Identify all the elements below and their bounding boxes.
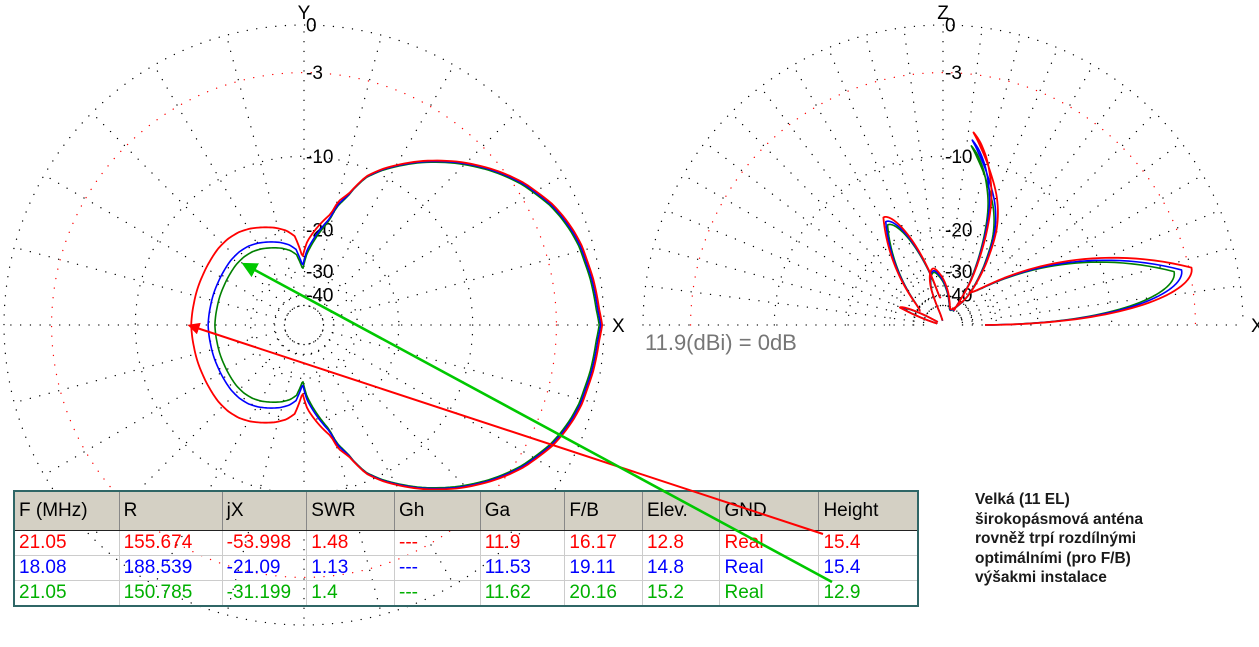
svg-text:Y: Y [298,3,311,24]
svg-text:-30: -30 [306,262,333,283]
svg-text:-30: -30 [945,262,972,283]
svg-text:X: X [1251,316,1259,337]
svg-text:-40: -40 [306,286,333,307]
svg-text:-10: -10 [306,147,333,168]
svg-text:-3: -3 [945,63,962,84]
svg-text:-3: -3 [306,63,323,84]
svg-text:-10: -10 [945,147,972,168]
svg-text:X: X [612,316,625,337]
svg-text:-20: -20 [945,221,972,242]
svg-text:Z: Z [937,3,949,24]
